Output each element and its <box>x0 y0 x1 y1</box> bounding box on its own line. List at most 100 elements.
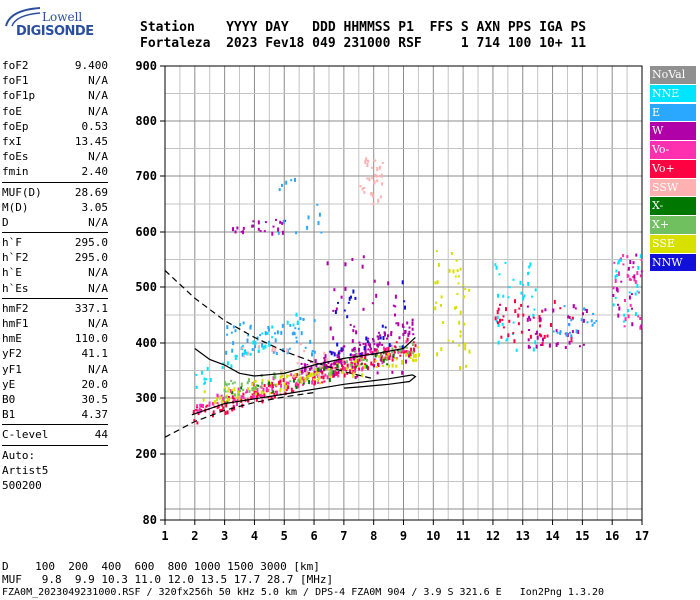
echo-point <box>231 395 234 400</box>
echo-point <box>534 288 537 292</box>
echo-point <box>333 370 336 375</box>
echo-point <box>314 372 317 376</box>
echo-point <box>203 377 206 381</box>
echo-point <box>633 277 636 282</box>
echo-point <box>351 339 354 344</box>
echo-point <box>280 383 282 388</box>
echo-point <box>434 306 437 311</box>
echo-point <box>318 212 321 217</box>
echo-point <box>315 373 318 376</box>
echo-point <box>380 356 383 359</box>
legend: NoVal NNE E W Vo- Vo+ SSW X- X+ SSE NNW <box>650 66 696 273</box>
y-tick-label: 200 <box>135 447 157 461</box>
x-tick-label: 8 <box>370 529 377 543</box>
echo-point <box>261 381 264 385</box>
echo-point <box>246 381 249 385</box>
echo-point <box>192 409 195 412</box>
param-key: foEp <box>2 119 29 133</box>
echo-point <box>263 384 266 387</box>
echo-point <box>355 330 358 335</box>
echo-point <box>391 363 394 368</box>
echo-point <box>593 322 596 324</box>
echo-point <box>268 343 271 347</box>
echo-point <box>306 225 309 230</box>
echo-point <box>412 351 415 355</box>
echo-point <box>371 193 374 198</box>
echo-point <box>348 296 351 301</box>
echo-point <box>619 258 622 262</box>
echo-point <box>494 316 497 321</box>
echo-point <box>591 323 594 327</box>
echo-point <box>640 270 643 273</box>
echo-point <box>375 365 378 368</box>
echo-point <box>497 307 500 311</box>
echo-point <box>385 351 388 356</box>
y-tick-label: 900 <box>135 59 157 73</box>
echo-point <box>405 352 408 357</box>
echo-point <box>555 329 558 333</box>
echo-point <box>376 167 379 172</box>
echo-point <box>286 348 289 353</box>
param-key: foF1p <box>2 89 36 103</box>
echo-point <box>274 395 276 399</box>
echo-point <box>356 360 359 364</box>
echo-point <box>536 335 539 340</box>
echo-point <box>290 387 293 391</box>
echo-point <box>334 310 337 314</box>
echo-point <box>235 355 238 358</box>
echo-point <box>291 390 294 394</box>
echo-point <box>361 373 364 378</box>
param-key: yE <box>2 377 16 391</box>
echo-point <box>629 260 632 264</box>
echo-point <box>292 379 295 383</box>
echo-point <box>271 384 274 389</box>
echo-point <box>418 353 421 357</box>
echo-point <box>307 215 310 220</box>
echo-point <box>294 327 297 330</box>
echo-point <box>247 387 250 391</box>
echo-point <box>216 405 219 409</box>
echo-point <box>391 349 394 354</box>
echo-point <box>512 278 515 281</box>
echo-point <box>307 374 310 379</box>
echo-point <box>262 387 265 392</box>
echo-point <box>313 350 316 354</box>
echo-point <box>304 377 307 382</box>
echo-point <box>373 180 376 185</box>
echo-point <box>380 354 382 357</box>
echo-point <box>222 396 225 399</box>
param-value: N/A <box>88 74 108 88</box>
echo-point <box>259 230 262 233</box>
echo-point <box>382 364 385 367</box>
echo-point <box>552 330 555 333</box>
echo-point <box>539 317 542 322</box>
echo-point <box>254 379 257 383</box>
param-separator <box>2 181 108 183</box>
echo-point <box>236 399 239 402</box>
param-row: h`E N/A <box>2 265 108 280</box>
echo-point <box>468 288 471 292</box>
echo-point <box>369 349 372 353</box>
echo-point <box>583 307 586 311</box>
echo-point <box>257 227 260 231</box>
echo-point <box>386 363 389 366</box>
echo-point <box>458 275 460 278</box>
echo-point <box>295 231 298 235</box>
echo-point <box>284 219 287 222</box>
echo-point <box>381 324 384 328</box>
echo-point <box>627 309 629 313</box>
echo-point <box>239 323 242 327</box>
x-tick-label: 4 <box>251 529 258 543</box>
param-row: foEs N/A <box>2 149 108 164</box>
param-value: 295.0 <box>74 236 108 250</box>
echo-point <box>564 346 567 349</box>
echo-point <box>322 375 325 380</box>
echo-point <box>617 260 620 265</box>
echo-point <box>363 346 366 350</box>
echo-point <box>365 364 368 369</box>
x-tick-label: 17 <box>635 529 649 543</box>
echo-point <box>298 371 301 374</box>
echo-point <box>323 359 326 364</box>
echo-point <box>504 261 507 264</box>
echo-point <box>359 343 362 346</box>
